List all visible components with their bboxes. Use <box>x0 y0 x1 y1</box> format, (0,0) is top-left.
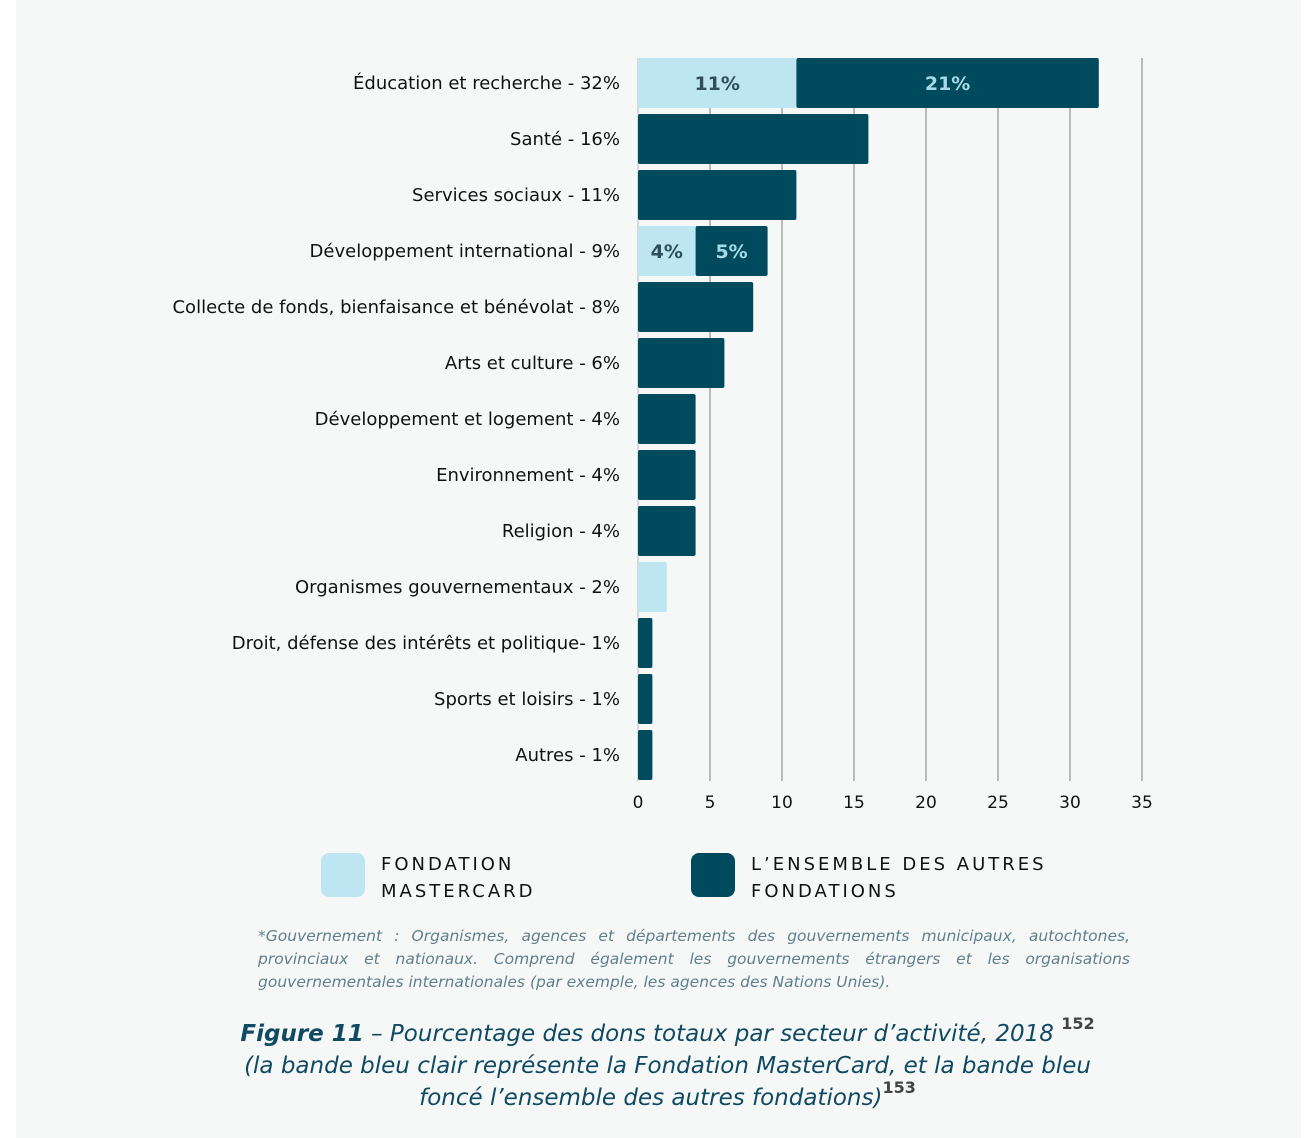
bar-segment-other-foundations <box>638 674 653 724</box>
category-label: Collecte de fonds, bienfaisance et bénév… <box>172 297 620 318</box>
category-label: Développement international - 9% <box>310 241 620 262</box>
bar-segment-other-foundations <box>796 58 1099 108</box>
bar-value-label: 5% <box>715 241 747 263</box>
category-label: Éducation et recherche - 32% <box>353 72 620 94</box>
bar-segment-other-foundations <box>638 450 696 500</box>
x-tick-label: 20 <box>915 793 937 813</box>
legend-item-other-foundations: L’ENSEMBLE DES AUTRES FONDATIONS <box>691 853 1081 905</box>
bar-chart: 11% 21% 4% 5% Éducation et recherche - 32% S… <box>172 58 1153 813</box>
bar-segment-other-foundations <box>638 730 653 780</box>
grid-lines <box>637 58 1143 781</box>
bar-segment-other-foundations <box>638 114 869 164</box>
legend-swatch <box>321 853 365 897</box>
bar-segment-mastercard <box>638 562 667 612</box>
caption-text: – Pourcentage des dons totaux par secteu… <box>363 1021 1054 1047</box>
bar-segment-other-foundations <box>638 338 725 388</box>
category-label: Organismes gouvernementaux - 2% <box>295 577 620 598</box>
x-tick-label: 35 <box>1131 793 1153 813</box>
bar-segment-mastercard <box>638 58 797 108</box>
bar-value-label: 21% <box>925 73 970 95</box>
footnote-ref: 152 <box>1061 1014 1095 1033</box>
bar-segment-other-foundations <box>638 618 653 668</box>
legend-swatch <box>691 853 735 897</box>
x-tick-label: 5 <box>705 793 716 813</box>
bar-value-label: 4% <box>651 241 683 263</box>
category-label: Développement et logement - 4% <box>315 409 620 430</box>
category-label: Environnement - 4% <box>436 465 620 486</box>
figure-label: Figure 11 <box>240 1021 364 1047</box>
x-tick-label: 25 <box>987 793 1009 813</box>
caption-text: (la bande bleu clair représente la Fonda… <box>244 1053 1091 1111</box>
bar-segment-other-foundations <box>638 394 696 444</box>
x-tick-label: 30 <box>1059 793 1081 813</box>
bar-segment-other-foundations <box>638 282 754 332</box>
category-label: Services sociaux - 11% <box>412 185 620 206</box>
bar-segment-other-foundations <box>638 170 797 220</box>
bar-segment-other-foundations <box>638 506 696 556</box>
figure-caption: Figure 11 – Pourcentage des dons totaux … <box>210 1014 1125 1114</box>
category-label: Sports et loisirs - 1% <box>434 689 620 710</box>
bars: 11% 21% 4% 5% <box>638 58 1099 780</box>
category-label: Autres - 1% <box>515 745 620 766</box>
page-margin <box>0 0 16 1138</box>
x-tick-label: 10 <box>771 793 793 813</box>
legend-label: FONDATION MASTERCARD <box>381 854 536 902</box>
category-labels: Éducation et recherche - 32% Santé - 16% S… <box>172 72 620 766</box>
page-margin <box>1301 0 1305 1138</box>
category-label: Arts et culture - 6% <box>445 353 620 374</box>
footnote-ref: 153 <box>882 1078 916 1097</box>
x-axis-ticks: 0 5 10 15 20 25 30 35 <box>633 793 1153 813</box>
category-label: Santé - 16% <box>510 129 620 150</box>
category-label: Religion - 4% <box>502 521 620 542</box>
category-label: Droit, défense des intérêts et politique… <box>232 633 620 654</box>
bar-segment-other-foundations <box>695 226 768 276</box>
x-tick-label: 0 <box>633 793 644 813</box>
bar-segment-mastercard <box>638 226 696 276</box>
bar-value-label: 11% <box>694 73 739 95</box>
legend-label: L’ENSEMBLE DES AUTRES FONDATIONS <box>751 854 1047 902</box>
footnote: *Gouvernement : Organismes, agences et d… <box>258 927 1130 991</box>
legend-item-mastercard: FONDATION MASTERCARD <box>321 853 571 905</box>
x-tick-label: 15 <box>843 793 865 813</box>
